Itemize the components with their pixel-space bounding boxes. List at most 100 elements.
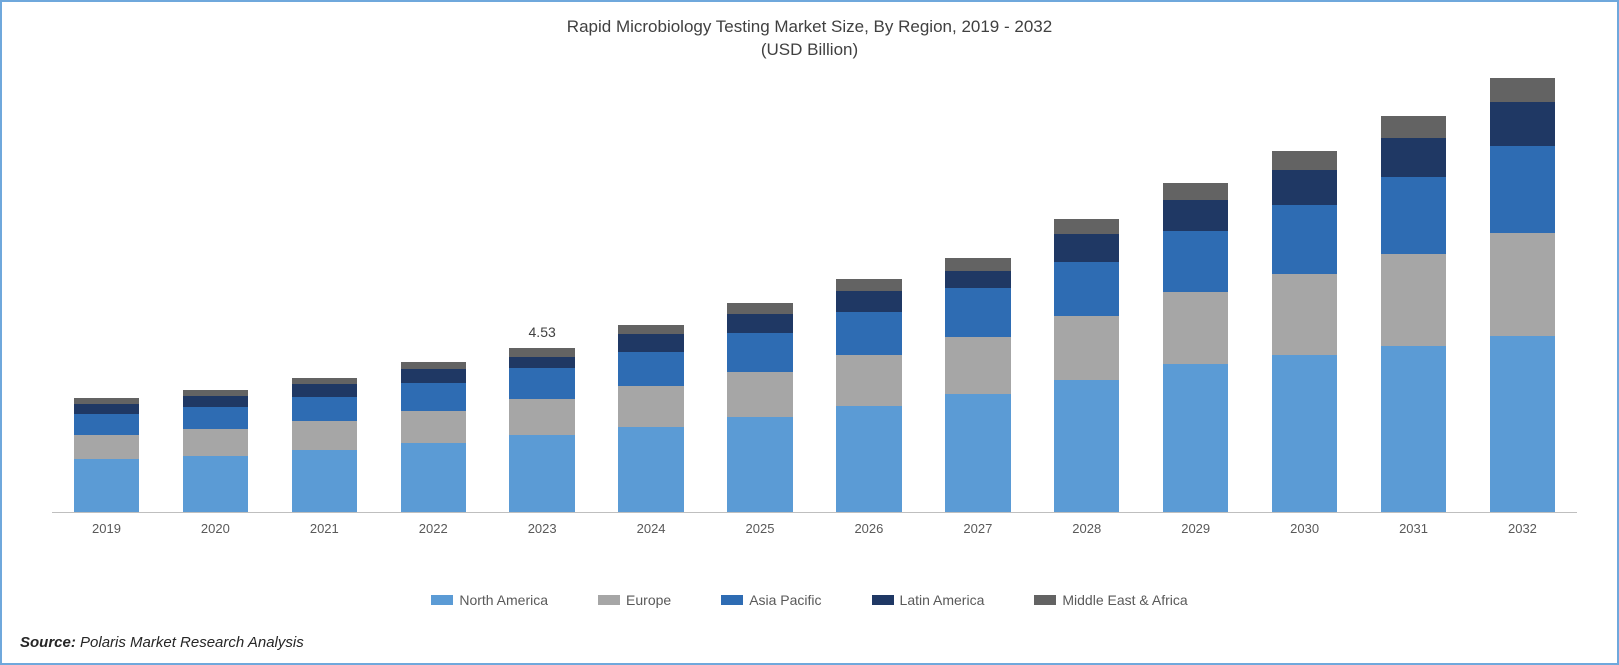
legend-item: Middle East & Africa: [1034, 592, 1187, 608]
bar-segment: [836, 406, 901, 512]
bar-segment: [945, 258, 1010, 271]
x-axis-label: 2026: [814, 515, 923, 543]
bar-segment: [1272, 274, 1337, 355]
chart-card: Rapid Microbiology Testing Market Size, …: [0, 0, 1619, 665]
bar-segment: [1054, 219, 1119, 234]
bar-slot: [923, 82, 1032, 512]
bar-slot: [270, 82, 379, 512]
bar-segment: [727, 372, 792, 417]
plot-region: 4.53: [52, 82, 1577, 513]
bar-segment: [509, 435, 574, 512]
bar-segment: [727, 333, 792, 371]
bar-segment: [509, 368, 574, 399]
bar-segment: [1272, 170, 1337, 205]
bar-stack: [1490, 78, 1555, 512]
bar-segment: [1054, 262, 1119, 316]
x-axis-label: 2021: [270, 515, 379, 543]
bar-segment: [1054, 380, 1119, 512]
bar-stack: [183, 390, 248, 513]
bar-slot: [161, 82, 270, 512]
x-axis-label: 2030: [1250, 515, 1359, 543]
bar-segment: [74, 404, 139, 414]
bar-segment: [1163, 183, 1228, 200]
bar-stack: [401, 362, 466, 512]
bar-segment: [727, 417, 792, 512]
bar-segment: [401, 369, 466, 383]
bar-segment: [183, 407, 248, 429]
bar-segment: [1272, 355, 1337, 512]
bar-segment: [836, 291, 901, 313]
bar-segment: [1490, 146, 1555, 233]
chart-title: Rapid Microbiology Testing Market Size, …: [2, 2, 1617, 62]
bar-segment: [1381, 254, 1446, 345]
bar-slot: [597, 82, 706, 512]
bar-stack: [836, 279, 901, 512]
bar-segment: [509, 348, 574, 357]
bar-segment: [74, 414, 139, 435]
bar-segment: [74, 435, 139, 460]
bar-segment: [727, 314, 792, 334]
bar-slot: [52, 82, 161, 512]
bar-slot: [1250, 82, 1359, 512]
bar-segment: [945, 288, 1010, 337]
x-axis-label: 2029: [1141, 515, 1250, 543]
bar-stack: [945, 258, 1010, 512]
x-axis-label: 2032: [1468, 515, 1577, 543]
bar-slot: [814, 82, 923, 512]
bar-segment: [1272, 205, 1337, 274]
bar-segment: [292, 378, 357, 385]
bar-stack: [509, 348, 574, 512]
bar-segment: [727, 303, 792, 314]
legend-label: Middle East & Africa: [1062, 592, 1187, 608]
bar-segment: [1381, 177, 1446, 255]
bar-segment: [292, 384, 357, 396]
source-value: Polaris Market Research Analysis: [80, 634, 304, 651]
bar-segment: [836, 279, 901, 291]
bars-container: 4.53: [52, 82, 1577, 512]
bar-segment: [1163, 364, 1228, 512]
bar-segment: [1054, 316, 1119, 380]
bar-stack: [1054, 219, 1119, 512]
bar-stack: [74, 398, 139, 512]
bar-segment: [401, 362, 466, 370]
x-axis-label: 2025: [706, 515, 815, 543]
x-axis-label: 2028: [1032, 515, 1141, 543]
bar-stack: [1272, 151, 1337, 512]
bar-segment: [292, 421, 357, 450]
bar-stack: [727, 303, 792, 512]
legend-swatch: [721, 595, 743, 605]
bar-slot: [1032, 82, 1141, 512]
bar-segment: [1163, 231, 1228, 292]
legend-label: Latin America: [900, 592, 985, 608]
bar-segment: [292, 397, 357, 422]
bar-segment: [1381, 116, 1446, 137]
bar-segment: [1490, 336, 1555, 512]
bar-segment: [836, 355, 901, 406]
bar-slot: [1468, 82, 1577, 512]
legend-item: Latin America: [872, 592, 985, 608]
bar-segment: [618, 427, 683, 512]
legend-swatch: [872, 595, 894, 605]
source-attribution: Source: Polaris Market Research Analysis: [20, 634, 304, 651]
x-axis-label: 2023: [488, 515, 597, 543]
bar-segment: [945, 271, 1010, 288]
chart-title-line1: Rapid Microbiology Testing Market Size, …: [2, 16, 1617, 39]
bar-segment: [618, 325, 683, 335]
x-axis-label: 2022: [379, 515, 488, 543]
bar-segment: [509, 399, 574, 435]
bar-segment: [1381, 138, 1446, 177]
bar-slot: 4.53: [488, 82, 597, 512]
data-callout: 4.53: [529, 324, 556, 340]
bar-stack: [1163, 183, 1228, 512]
bar-segment: [401, 411, 466, 444]
source-label: Source:: [20, 634, 80, 651]
bar-segment: [292, 450, 357, 512]
x-axis-label: 2020: [161, 515, 270, 543]
x-axis-label: 2027: [923, 515, 1032, 543]
bar-stack: [1381, 116, 1446, 512]
x-axis-label: 2024: [597, 515, 706, 543]
bar-slot: [1359, 82, 1468, 512]
bar-segment: [945, 337, 1010, 394]
chart-area: 4.53 20192020202120222023202420252026202…: [52, 82, 1577, 543]
legend-item: Europe: [598, 592, 671, 608]
